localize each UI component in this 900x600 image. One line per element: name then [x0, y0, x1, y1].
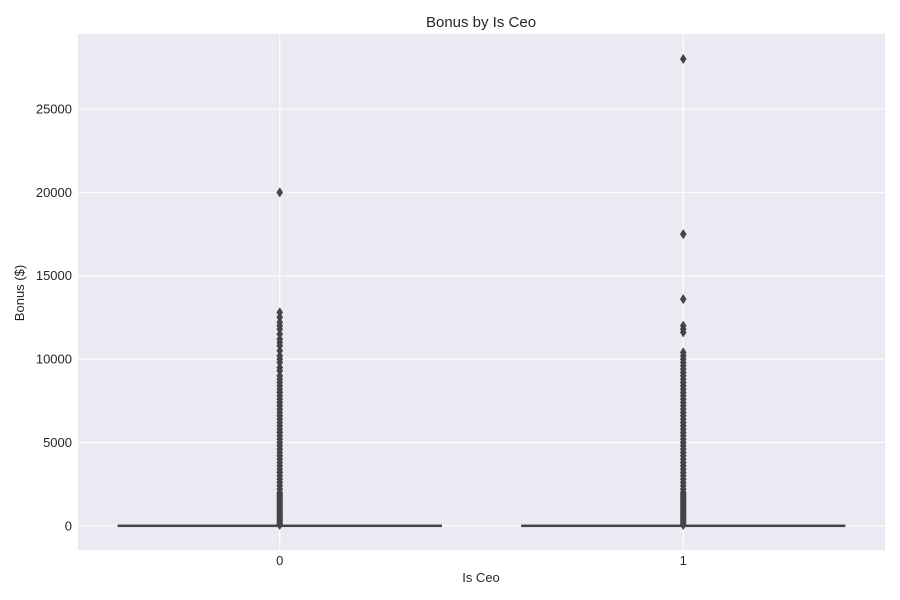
x-axis-label: Is Ceo: [462, 570, 500, 585]
box-1: [521, 54, 846, 530]
x-tick-label: 0: [276, 553, 283, 568]
outlier-point: [276, 187, 284, 198]
box-plot-series: [117, 54, 846, 530]
outlier-point: [679, 229, 687, 240]
outlier-point: [276, 324, 284, 335]
outlier-point: [679, 294, 687, 305]
box-0: [117, 187, 442, 530]
outlier-point: [276, 357, 284, 368]
outlier-point: [679, 327, 687, 338]
outlier-point: [276, 312, 284, 323]
outlier-point: [276, 365, 284, 376]
y-axis-ticks: 0 5000 10000 15000 20000 25000: [36, 102, 72, 534]
outlier-point: [276, 329, 284, 340]
chart-title: Bonus by Is Ceo: [426, 14, 536, 31]
x-tick-label: 1: [680, 553, 687, 568]
outlier-point: [679, 519, 687, 530]
y-axis-label: Bonus ($): [12, 265, 27, 321]
y-tick-label: 5000: [43, 435, 72, 450]
outlier-point: [276, 345, 284, 356]
y-tick-label: 10000: [36, 352, 72, 367]
outlier-point: [679, 54, 687, 65]
y-tick-label: 0: [65, 518, 72, 533]
grid-lines: [78, 34, 885, 550]
plot-area: [78, 34, 885, 550]
y-tick-label: 25000: [36, 102, 72, 117]
outlier-point: [276, 519, 284, 530]
outlier-point: [276, 307, 284, 318]
y-tick-label: 20000: [36, 185, 72, 200]
outlier-point: [276, 340, 284, 351]
y-tick-label: 15000: [36, 268, 72, 283]
